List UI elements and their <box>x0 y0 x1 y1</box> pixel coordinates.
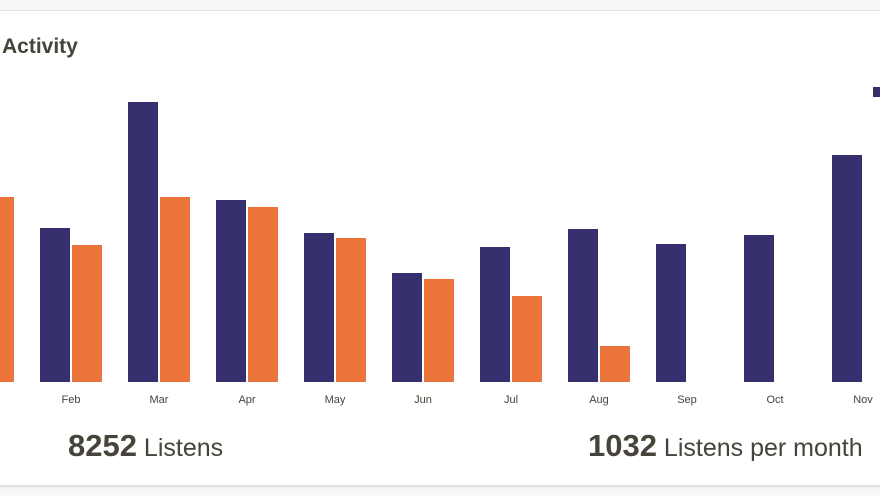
x-tick-label: Feb <box>62 394 81 406</box>
bar <box>392 273 422 382</box>
legend-marker <box>873 87 880 97</box>
bar <box>336 238 366 382</box>
bar <box>512 296 542 382</box>
x-tick-label: Oct <box>766 394 783 406</box>
bar <box>600 346 630 382</box>
bar <box>480 247 510 382</box>
x-tick-label: Apr <box>238 394 255 406</box>
bar <box>0 197 14 382</box>
total-listens: 8252 Listens <box>68 428 223 464</box>
stat-label: Listens per month <box>663 434 863 462</box>
bar <box>160 197 190 382</box>
x-tick-label: May <box>325 394 346 406</box>
bar <box>72 245 102 382</box>
stat-value: 8252 <box>68 428 137 463</box>
x-tick-label: Jun <box>414 394 432 406</box>
bar <box>424 279 454 382</box>
x-tick-label: Jul <box>504 394 518 406</box>
x-tick-label: Sep <box>677 394 697 406</box>
bar <box>568 229 598 382</box>
listens-per-month: 1032 Listens per month <box>588 428 863 464</box>
bar <box>40 228 70 382</box>
x-tick-label: Nov <box>853 394 873 406</box>
bar <box>832 155 862 382</box>
card-title: Activity <box>2 35 78 58</box>
bar <box>744 235 774 382</box>
bar <box>656 244 686 382</box>
bar <box>216 200 246 382</box>
x-tick-label: Aug <box>589 394 609 406</box>
bar <box>304 233 334 382</box>
bar <box>248 207 278 382</box>
bar <box>128 102 158 382</box>
stat-value: 1032 <box>588 428 657 463</box>
stat-label: Listens <box>143 434 224 462</box>
x-tick-label: Mar <box>150 394 169 406</box>
